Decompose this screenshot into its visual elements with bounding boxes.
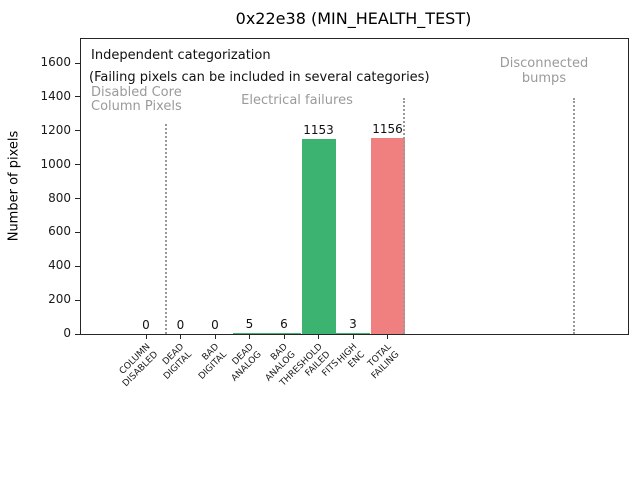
section-label-disabled-core-column-pixels: Disabled Core Column Pixels <box>91 85 182 114</box>
x-tick-mark <box>318 334 319 339</box>
x-tick-label-text: HIGH ENC <box>335 342 368 371</box>
x-tick-mark <box>387 334 388 339</box>
x-tick-label-text: DEAD DIGITAL <box>161 342 195 382</box>
chart-title: 0x22e38 (MIN_HEALTH_TEST) <box>235 9 472 28</box>
x-tick-mark <box>352 334 354 339</box>
y-tick-label: 1600 <box>40 55 71 70</box>
section-separator-line <box>165 124 167 334</box>
y-tick-label: 800 <box>48 190 71 205</box>
section-label-electrical-failures: Electrical failures <box>241 93 353 108</box>
section-separator-line <box>403 98 406 334</box>
y-tick-label: 1000 <box>40 156 71 171</box>
annotation-independent-categorization: Independent categorization <box>91 48 271 63</box>
y-tick-mark <box>75 130 80 132</box>
y-tick-mark <box>75 164 80 166</box>
y-tick-mark <box>75 265 80 267</box>
y-tick-label: 600 <box>48 224 71 239</box>
y-tick-label: 1400 <box>40 88 71 103</box>
y-tick-mark <box>75 62 80 64</box>
section-separator-line <box>573 98 576 334</box>
bar-value-label: 0 <box>211 318 219 332</box>
x-tick-mark <box>249 334 250 339</box>
x-tick-label-text: BAD DIGITAL <box>197 342 230 382</box>
y-tick-label: 0 <box>63 326 71 340</box>
bar-value-label: 6 <box>280 316 288 331</box>
bar <box>267 332 301 334</box>
y-tick-label: 1200 <box>40 122 71 137</box>
bar-value-label: 5 <box>245 317 254 331</box>
bar-value-label: 1153 <box>303 122 334 137</box>
y-tick-mark <box>75 333 80 335</box>
bar <box>370 138 405 334</box>
bar <box>336 333 370 334</box>
bar-value-label: 0 <box>176 318 185 332</box>
bar-value-label: 1156 <box>372 122 403 137</box>
y-tick-label: 200 <box>48 292 71 307</box>
x-tick-label-text: TOTAL FAILING <box>366 342 402 382</box>
section-label-disconnected-bumps: Disconnected bumps <box>499 56 589 86</box>
y-tick-mark <box>75 299 80 301</box>
x-tick-mark <box>180 334 181 339</box>
x-tick-mark <box>145 334 147 339</box>
x-tick-label-text: DEAD ANALOG <box>229 342 264 384</box>
bar-value-label: 3 <box>349 317 357 331</box>
x-tick-mark <box>214 334 216 339</box>
bar <box>232 333 267 334</box>
x-tick-mark <box>283 334 285 339</box>
bar-value-label: 0 <box>142 318 150 332</box>
y-tick-mark <box>75 198 80 200</box>
bar <box>301 138 336 334</box>
y-tick-mark <box>75 96 80 98</box>
annotation-failing-pixels-note: (Failing pixels can be included in sever… <box>89 70 430 85</box>
y-tick-mark <box>75 231 80 233</box>
y-tick-label: 400 <box>48 258 71 273</box>
plot-area: Independent categorization (Failing pixe… <box>75 38 629 339</box>
